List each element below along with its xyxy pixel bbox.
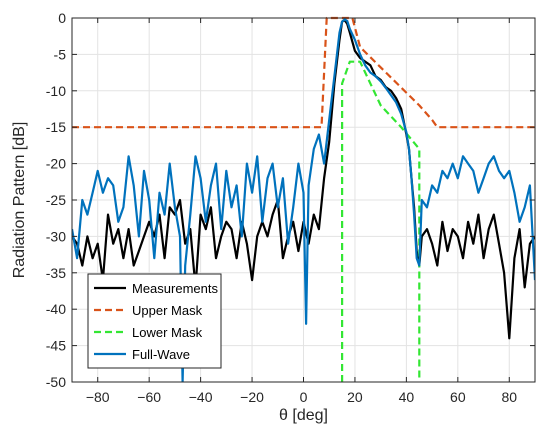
legend: Measurements Upper Mask Lower Mask Full-Wav…: [87, 273, 222, 369]
y-tick-label: -30: [46, 228, 66, 244]
series-group: [72, 16, 535, 382]
y-tick-label: 0: [58, 10, 66, 26]
y-tick-label: -45: [46, 338, 66, 354]
x-tick-label: 0: [300, 389, 308, 405]
tick-labels: −80 −60 −40 −20 0 20 40 60 80 0 -5 -10 -15 -20 -25 -30 -…: [46, 10, 518, 405]
legend-box: [87, 273, 222, 369]
series-line-lower-mask: [341, 60, 421, 382]
y-tick-label: -10: [46, 83, 66, 99]
y-tick-label: -25: [46, 192, 66, 208]
x-tick-label: 20: [347, 389, 363, 405]
x-tick-label: −20: [240, 389, 264, 405]
axes-frame: [71, 17, 536, 383]
x-tick-label: 60: [450, 389, 466, 405]
y-tick-label: -35: [46, 265, 66, 281]
y-tick-label: -5: [54, 46, 67, 62]
series-line-measurements: [72, 19, 535, 340]
legend-label: Full-Wave: [132, 347, 190, 362]
x-axis-label: θ [deg]: [279, 407, 328, 424]
y-tick-label: -15: [46, 119, 66, 135]
y-tick-label: -40: [46, 301, 66, 317]
legend-label: Lower Mask: [132, 325, 203, 340]
y-axis-label: Radiation Pattern [dB]: [11, 122, 28, 279]
series-line-full-wave: [72, 18, 535, 382]
x-tick-label: 40: [399, 389, 415, 405]
x-tick-label: −40: [189, 389, 213, 405]
series-line-upper-mask: [72, 16, 535, 129]
y-tick-label: -50: [46, 374, 66, 390]
legend-label: Upper Mask: [132, 303, 203, 318]
x-tick-label: −80: [86, 389, 110, 405]
legend-label: Measurements: [132, 281, 218, 296]
y-tick-label: -20: [46, 156, 66, 172]
x-tick-label: 80: [501, 389, 517, 405]
x-tick-label: −60: [137, 389, 161, 405]
